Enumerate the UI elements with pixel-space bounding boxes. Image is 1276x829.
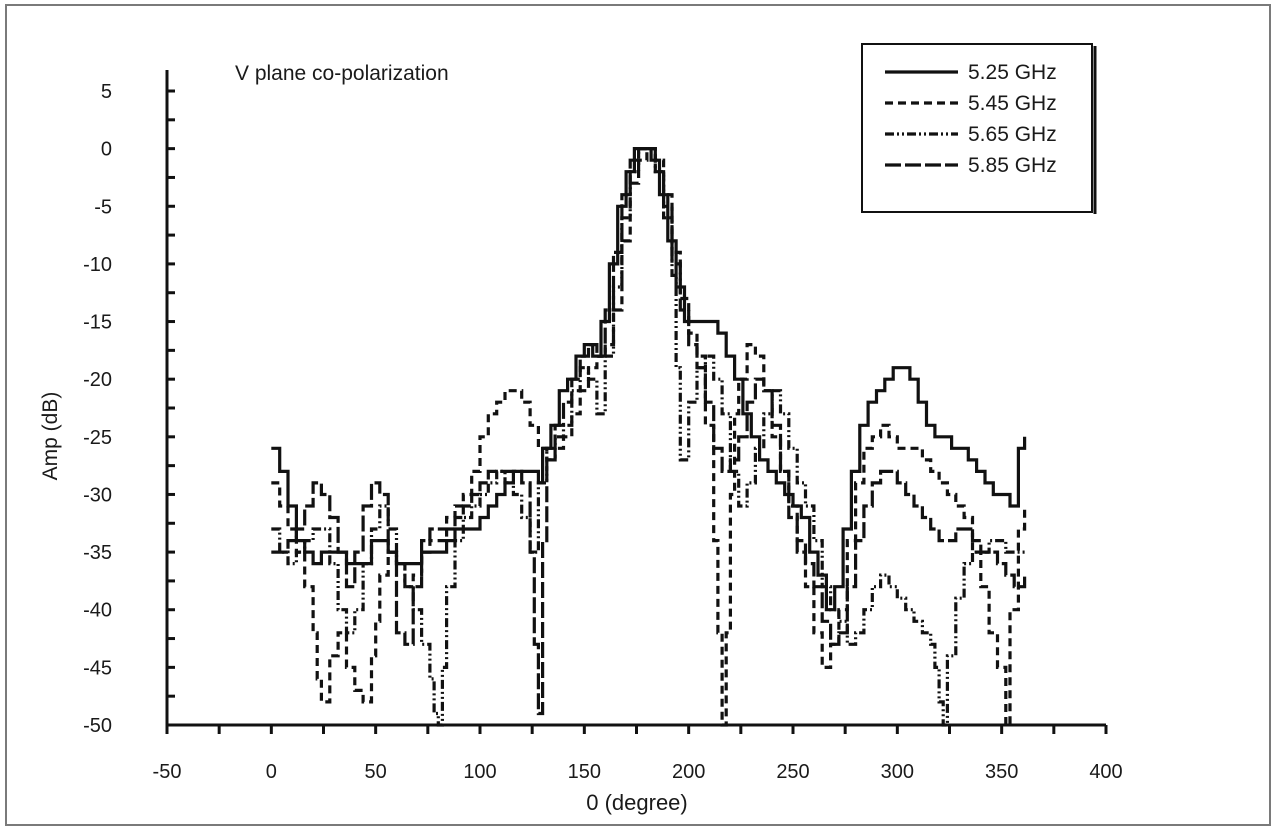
x-tick-label: 350 [985,761,1018,783]
y-tick-label: -25 [83,427,112,449]
y-tick-label: -45 [83,657,112,679]
legend-items: 5.25 GHz 5.45 GHz 5.65 GHz 5.85 GHz [885,61,1057,177]
x-ticks: -50 0 50 100 150 200 250 300 350 400 [153,725,1123,783]
x-tick-label: 150 [568,761,601,783]
y-tick-label: -20 [83,369,112,391]
plot-area: 50-5-10-15-20-25-30-35-40-45-50 -50 0 50 10… [83,70,1123,783]
y-tick-label: 0 [101,139,112,161]
y-axis-label: Amp (dB) [39,392,62,481]
series-line-3 [271,147,1025,727]
y-tick-label: -5 [94,196,112,218]
x-tick-label: 50 [365,761,387,783]
x-tick-label: -50 [153,761,182,783]
x-tick-label: 100 [463,761,496,783]
x-tick-label: 300 [881,761,914,783]
y-tick-label: -15 [83,312,112,334]
y-tick-label: -50 [83,715,112,737]
series-line-4 [271,147,1027,716]
y-tick-label: -10 [83,254,112,276]
series-group [271,147,1027,727]
legend-label-4: 5.85 GHz [968,154,1057,177]
legend-label-1: 5.25 GHz [968,61,1057,84]
y-tick-label: 5 [101,81,112,103]
y-tick-label: -30 [83,484,112,506]
y-ticks: 5 0 -5 -10 -15 -20 -25 -30 -35 -40 -45 -50 [83,81,175,737]
legend-label-3: 5.65 GHz [968,123,1057,146]
x-tick-label: 250 [776,761,809,783]
x-tick-label: 200 [672,761,705,783]
x-axis-label: 0 (degree) [586,790,688,815]
x-tick-label: 0 [266,761,277,783]
x-tick-label: 400 [1089,761,1122,783]
y-tick-label: -35 [83,542,112,564]
chart-title: V plane co-polarization [235,62,449,85]
y-tick-label: -40 [83,600,112,622]
legend: 5.25 GHz 5.45 GHz 5.65 GHz 5.85 GHz [861,43,1097,214]
legend-label-2: 5.45 GHz [968,92,1057,115]
